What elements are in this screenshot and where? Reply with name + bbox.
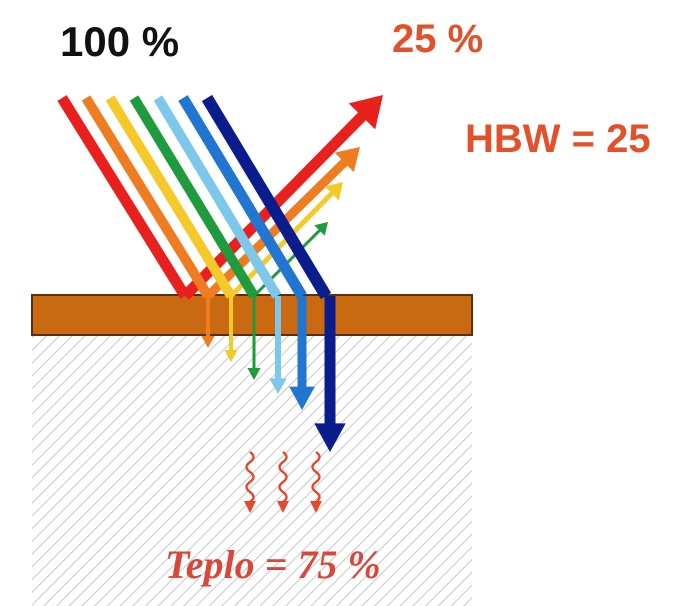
incident-label: 100 %: [60, 18, 179, 65]
reflected-label: 25 %: [392, 17, 483, 61]
substrate: [32, 333, 472, 606]
ray-blue: [178, 95, 315, 410]
transmitted-arrowhead-green: [247, 368, 261, 380]
ray-light-blue: [153, 95, 287, 394]
incident-ray-light-blue: [153, 95, 282, 299]
incident-ray-orange: [81, 95, 213, 299]
transmitted-arrowhead-dark-blue: [314, 423, 346, 452]
reflected-arrowhead-yellow: [324, 182, 343, 201]
transmitted-arrowhead-light-blue: [269, 378, 287, 394]
ray-orange: [81, 95, 360, 348]
reflected-arrowhead-orange: [334, 147, 360, 173]
ray-dark-blue: [201, 94, 346, 452]
heat-wave-1: [245, 451, 255, 503]
incident-ray-red: [57, 95, 190, 299]
heat-arrowhead-3: [310, 501, 322, 513]
transmitted-arrowhead-orange: [201, 336, 215, 348]
light-rays: [57, 94, 383, 452]
reflected-arrowhead-red: [348, 95, 383, 130]
reflected-arrowhead-green: [314, 222, 328, 236]
reflected-ray-orange: [204, 157, 350, 300]
hbw-label: HBW = 25: [465, 117, 651, 161]
heat-wave-3: [311, 451, 321, 503]
incident-ray-green: [129, 95, 259, 299]
heat-label: Teplo = 75 %: [165, 542, 381, 587]
incident-ray-blue: [178, 95, 307, 299]
transmitted-arrowhead-yellow: [224, 350, 238, 362]
heat-arrowhead-1: [244, 501, 256, 513]
heat-wave-2: [278, 451, 288, 503]
transmitted-arrowhead-blue: [289, 386, 315, 410]
heat-arrowhead-2: [277, 501, 289, 513]
incident-ray-dark-blue: [201, 94, 332, 300]
incident-ray-yellow: [105, 95, 236, 299]
heat-arrows: [244, 451, 322, 513]
coating-layer: [31, 294, 473, 336]
